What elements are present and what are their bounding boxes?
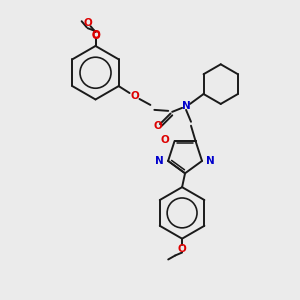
Text: N: N: [182, 101, 190, 111]
Text: N: N: [206, 156, 215, 166]
Text: N: N: [155, 156, 164, 166]
Text: O: O: [91, 31, 100, 41]
Text: O: O: [178, 244, 187, 254]
Text: O: O: [83, 18, 92, 28]
Text: O: O: [91, 30, 100, 40]
Text: O: O: [161, 135, 170, 145]
Text: O: O: [130, 91, 139, 101]
Text: O: O: [154, 121, 163, 131]
